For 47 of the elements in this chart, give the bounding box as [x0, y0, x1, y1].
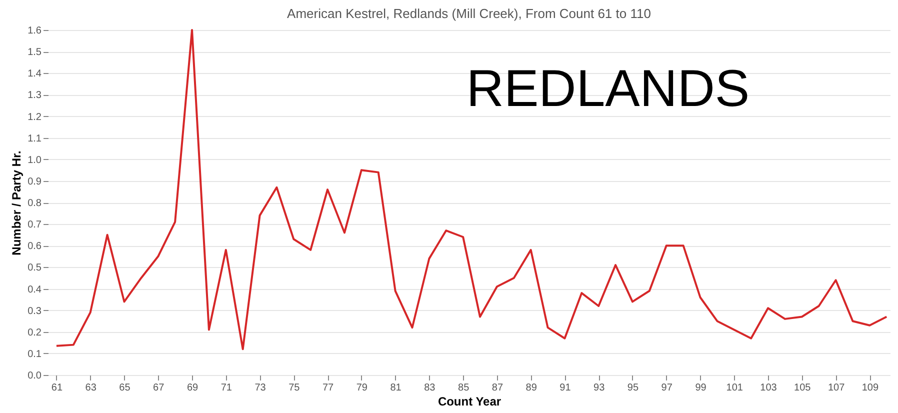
x-tick-label: 109 — [862, 382, 879, 394]
x-tick-label: 79 — [356, 382, 368, 394]
y-tick-label: 0.4 — [28, 284, 42, 296]
x-tick-label: 75 — [288, 382, 300, 394]
x-axis-title: Count Year — [438, 394, 502, 408]
x-tick-label: 63 — [85, 382, 97, 394]
x-tick-label: 61 — [51, 382, 63, 394]
x-tick-label: 105 — [794, 382, 812, 394]
y-tick-label: 0.0 — [28, 370, 42, 382]
x-tick-label: 69 — [186, 382, 199, 394]
x-tick-label: 93 — [594, 382, 606, 394]
x-tick-label: 81 — [390, 382, 402, 394]
y-tick-label: 0.6 — [28, 241, 42, 252]
x-tick-label: 107 — [828, 382, 846, 394]
x-tick-label: 101 — [726, 382, 744, 394]
x-tick-label: 97 — [661, 382, 673, 394]
y-axis-title: Number / Party Hr. — [10, 150, 24, 256]
annotation: REDLANDS — [466, 60, 750, 118]
y-tick-label: 0.1 — [28, 348, 42, 360]
x-tick-label: 83 — [424, 382, 436, 394]
y-tick-label: 1.5 — [28, 47, 42, 58]
x-tick-label: 71 — [220, 382, 232, 394]
y-tick-label: 1.2 — [28, 112, 42, 123]
x-tick-label: 73 — [254, 382, 266, 394]
y-tick-label: 0.2 — [28, 327, 42, 338]
x-tick-label: 67 — [153, 382, 165, 394]
x-tick-label: 99 — [695, 382, 707, 394]
y-tick-label: 1.3 — [28, 90, 42, 102]
line-series — [55, 29, 888, 350]
x-tick-label: 89 — [526, 382, 538, 394]
y-tick-label: 0.3 — [28, 306, 42, 317]
x-tick-label: 91 — [560, 382, 572, 394]
y-tick-label: 1.4 — [28, 68, 42, 80]
x-tick-label: 77 — [322, 382, 334, 394]
x-tick-label: 65 — [119, 382, 131, 394]
y-tick-label: 0.8 — [28, 198, 42, 209]
y-tick-label: 0.9 — [28, 176, 42, 188]
y-tick-label: 0.7 — [28, 220, 42, 231]
x-tick-label: 85 — [458, 382, 470, 394]
y-tick-label: 0.5 — [28, 262, 42, 274]
x-tick-label: 103 — [760, 382, 778, 394]
x-tick-label: 87 — [492, 382, 504, 394]
y-tick-label: 1.6 — [28, 26, 42, 36]
y-tick-label: 1.0 — [28, 154, 42, 166]
y-tick-label: 1.1 — [28, 133, 42, 144]
chart-title: American Kestrel, Redlands (Mill Creek), From Count 61 to 110 — [287, 6, 651, 21]
x-tick-label: 95 — [627, 382, 639, 394]
